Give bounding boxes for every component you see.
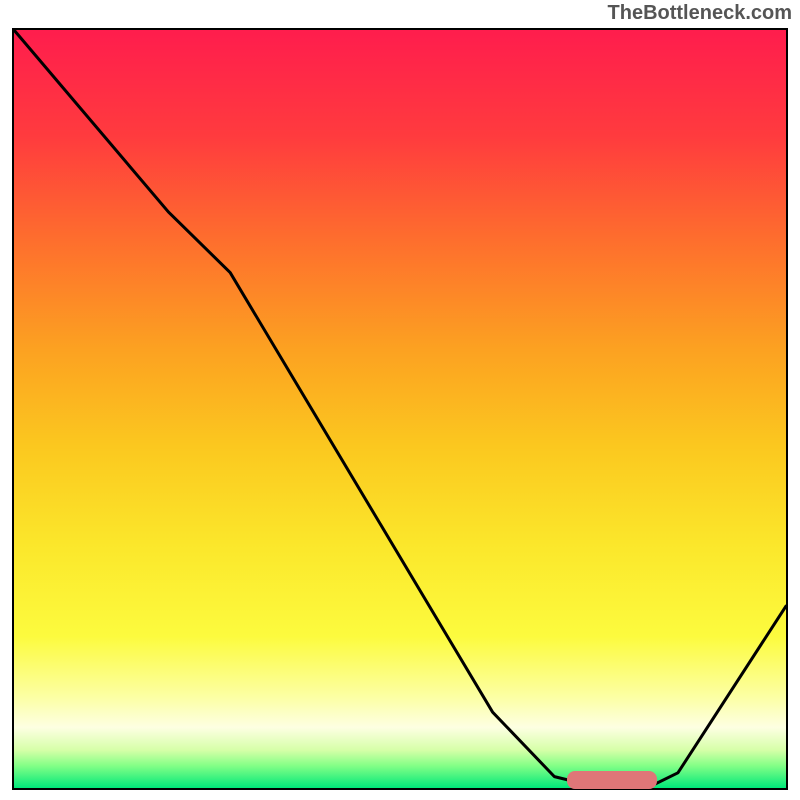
- chart-container: [12, 28, 788, 790]
- optimum-marker: [567, 771, 657, 789]
- bottleneck-curve-svg: [14, 30, 786, 788]
- attribution-text: TheBottleneck.com: [608, 2, 792, 25]
- bottleneck-curve-path: [14, 30, 786, 788]
